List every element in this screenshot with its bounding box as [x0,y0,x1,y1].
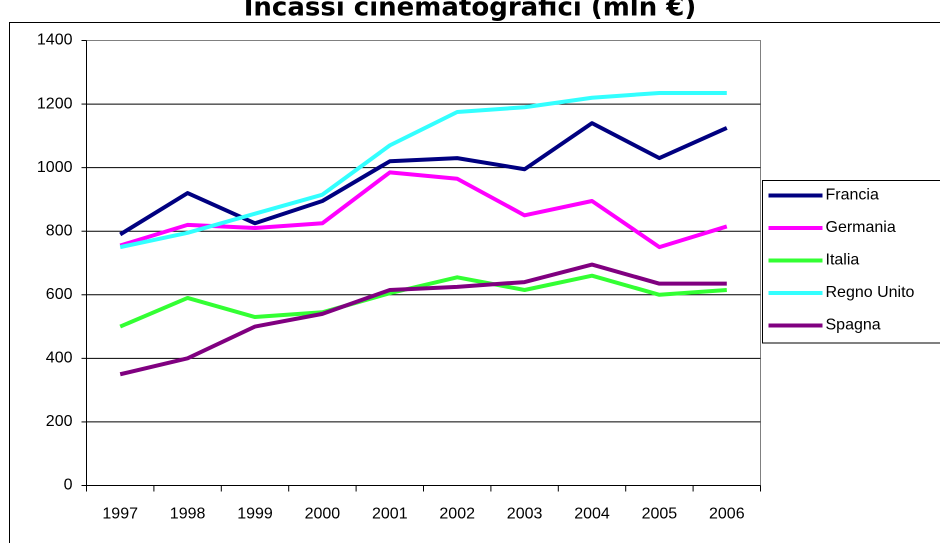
y-tick-label: 200 [46,413,73,430]
legend-label: Spagna [826,317,881,334]
series-line [119,273,727,329]
x-tick-label: 2000 [305,506,341,523]
x-tick-label: 2003 [507,506,543,523]
y-tick-label: 1000 [37,159,73,176]
series-line [119,121,728,237]
legend-label: Francia [826,187,879,204]
legend-label: Germania [826,219,896,236]
y-tick-label: 800 [46,222,73,239]
x-tick-label: 2004 [574,506,610,523]
x-tick-label: 1997 [102,506,138,523]
x-tick-label: 2006 [709,506,745,523]
y-tick-label: 600 [46,286,73,303]
legend-label: Italia [826,252,860,269]
x-tick-label: 1999 [237,506,273,523]
series-line [119,262,727,377]
series-line [119,90,727,250]
y-tick-label: 0 [64,477,73,494]
x-tick-label: 1998 [170,506,206,523]
series-line [119,170,728,250]
y-tick-label: 1400 [37,32,73,49]
x-tick-label: 2002 [439,506,475,523]
x-tick-label: 2005 [642,506,678,523]
y-tick-label: 1200 [37,95,73,112]
y-tick-label: 400 [46,350,73,367]
x-tick-label: 2001 [372,506,408,523]
chart-title: Incassi cinematografici (mln €) [244,0,697,23]
legend-label: Regno Unito [826,284,915,301]
